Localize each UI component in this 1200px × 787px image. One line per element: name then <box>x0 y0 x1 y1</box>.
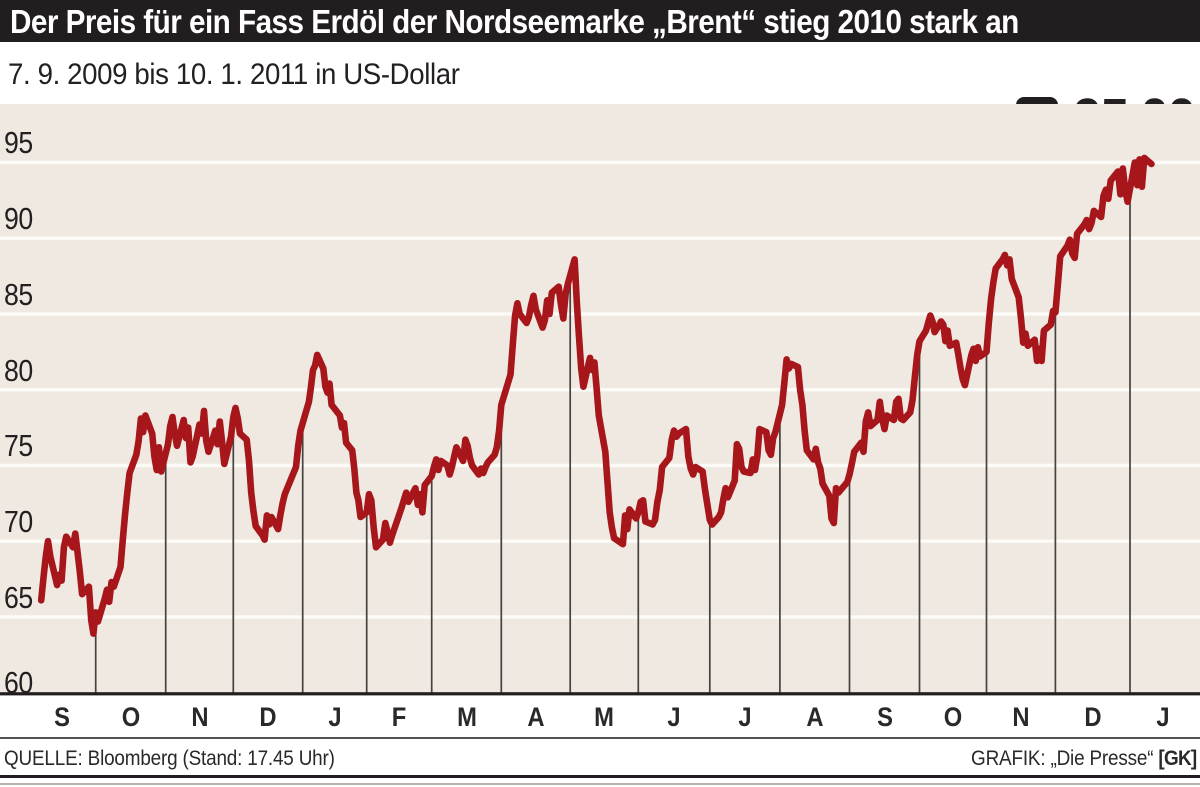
gridline-70 <box>0 539 1200 543</box>
graphic-credit-text: GRAFIK: „Die Presse“ <box>970 747 1153 770</box>
x-axis-month-label: F <box>391 702 407 732</box>
x-axis-month-label: J <box>1156 702 1170 732</box>
gridline-85 <box>0 312 1200 316</box>
footer-top-rule <box>0 737 1200 739</box>
y-axis-tick-label-60: 60 <box>4 664 33 700</box>
chart-title: Der Preis für ein Fass Erdöl der Nordsee… <box>10 3 1019 40</box>
x-axis-month-label: M <box>594 702 615 732</box>
y-axis-tick-label-90: 90 <box>4 201 33 237</box>
y-axis-tick-label-65: 65 <box>4 579 33 615</box>
source-credit: QUELLE: Bloomberg (Stand: 17.45 Uhr) <box>4 747 335 770</box>
x-axis-month-label: A <box>527 702 545 732</box>
gridline-95 <box>0 160 1200 165</box>
y-axis-tick-label-70: 70 <box>4 504 33 540</box>
x-axis-month-label: J <box>667 702 681 732</box>
x-axis-month-label: S <box>53 702 70 732</box>
y-axis-tick-label-95: 95 <box>4 125 33 161</box>
x-axis-month-label: D <box>259 702 277 732</box>
x-axis-month-label: N <box>1012 702 1030 732</box>
gridline-65 <box>0 615 1200 619</box>
x-axis-month-label: N <box>190 702 209 732</box>
x-axis-month-label: D <box>1084 702 1102 732</box>
x-axis-month-label: M <box>456 702 477 732</box>
title-bar: Der Preis für ein Fass Erdöl der Nordsee… <box>0 0 1200 42</box>
y-axis-tick-label-80: 80 <box>4 352 33 388</box>
bottom-light-rule <box>0 783 1200 785</box>
graphic-credit: GRAFIK: „Die Presse“ [GK] <box>970 744 1197 772</box>
graphic-credit-initials: [GK] <box>1157 747 1197 770</box>
y-axis-tick-label-85: 85 <box>4 276 33 312</box>
gridline-90 <box>0 236 1200 240</box>
x-axis-month-label: J <box>328 702 342 732</box>
brent-price-line <box>37 154 1155 637</box>
x-axis-month-label: J <box>738 702 752 732</box>
x-axis-month-label: S <box>876 702 893 732</box>
chart-subtitle: 7. 9. 2009 bis 10. 1. 2011 in US-Dollar <box>8 58 460 91</box>
x-axis-line <box>0 692 1200 696</box>
x-axis-month-label: O <box>121 702 140 732</box>
x-axis-month-label: O <box>943 702 963 732</box>
x-axis-month-label: A <box>806 702 824 732</box>
bottom-heavy-rule <box>0 775 1200 778</box>
y-axis-tick-label-75: 75 <box>4 428 33 464</box>
gridline-75 <box>0 463 1200 468</box>
